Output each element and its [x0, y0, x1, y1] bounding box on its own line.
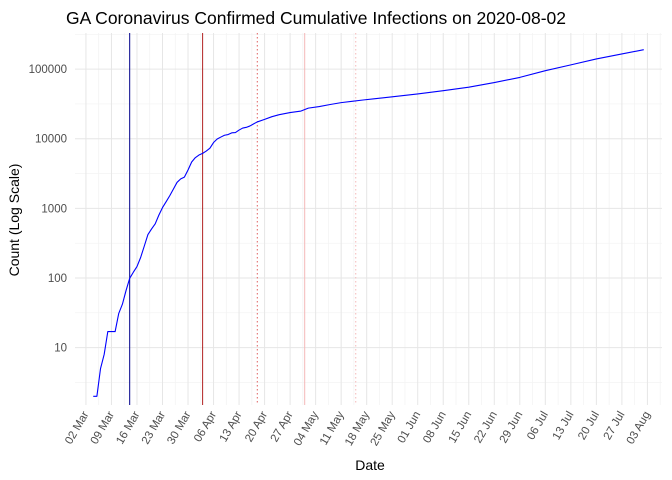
y-tick-label: 10 — [54, 343, 67, 355]
grid-major — [75, 33, 662, 405]
reference-lines — [129, 33, 357, 405]
y-tick-label: 100 — [48, 273, 67, 285]
series-layer — [93, 49, 644, 397]
y-tick-label: 100000 — [29, 64, 67, 76]
x-axis-title: Date — [355, 457, 385, 473]
chart-title: GA Coronavirus Confirmed Cumulative Infe… — [66, 8, 566, 28]
y-tick-label: 1000 — [41, 203, 67, 215]
y-axis-title: Count (Log Scale) — [6, 164, 22, 277]
y-axis-ticks: 10 100 1000 10000 100000 — [29, 64, 67, 355]
grid-minor — [75, 33, 662, 405]
y-tick-label: 10000 — [35, 134, 67, 146]
